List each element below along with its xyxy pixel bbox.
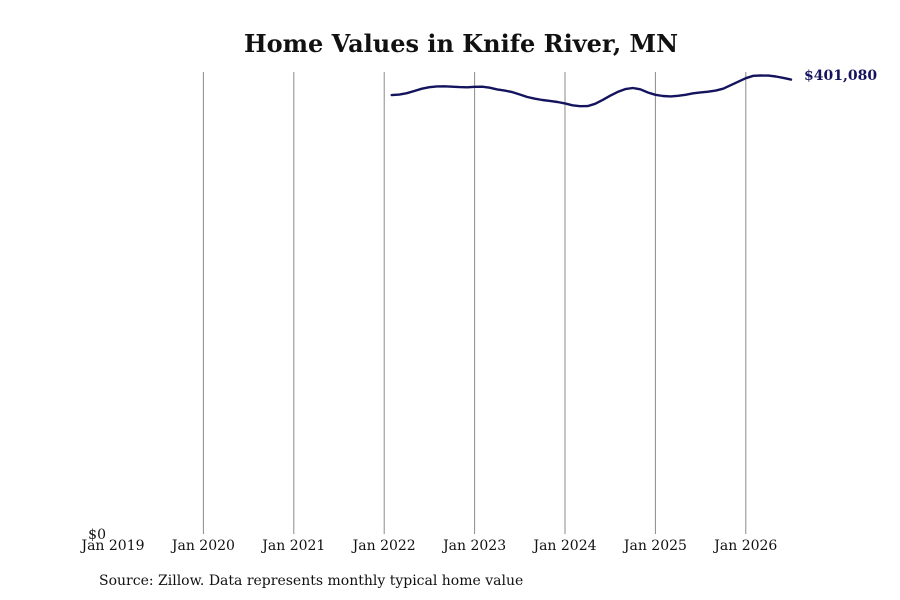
y-axis-ticks: $0 — [88, 527, 106, 543]
x-axis-ticks: Jan 2019 Jan 2020 Jan 2021 Jan 2022 Jan 2023… — [79, 538, 777, 554]
x-tick-label: Jan 2022 — [351, 538, 416, 554]
x-tick-label: Jan 2023 — [441, 538, 506, 554]
y-tick-label: $0 — [88, 527, 106, 543]
chart-title: Home Values in Knife River, MN — [244, 29, 678, 58]
source-note: Source: Zillow. Data represents monthly … — [99, 573, 524, 589]
x-tick-label: Jan 2021 — [260, 538, 325, 554]
series-line — [390, 74, 793, 108]
x-tick-label: Jan 2026 — [712, 538, 777, 554]
x-tick-label: Jan 2024 — [531, 538, 596, 554]
x-tick-label: Jan 2025 — [622, 538, 687, 554]
gridlines — [202, 72, 747, 534]
end-value-label: $401,080 — [804, 68, 877, 84]
series — [390, 74, 793, 108]
x-tick-label: Jan 2020 — [170, 538, 235, 554]
x-tick-label: Jan 2019 — [79, 538, 144, 554]
